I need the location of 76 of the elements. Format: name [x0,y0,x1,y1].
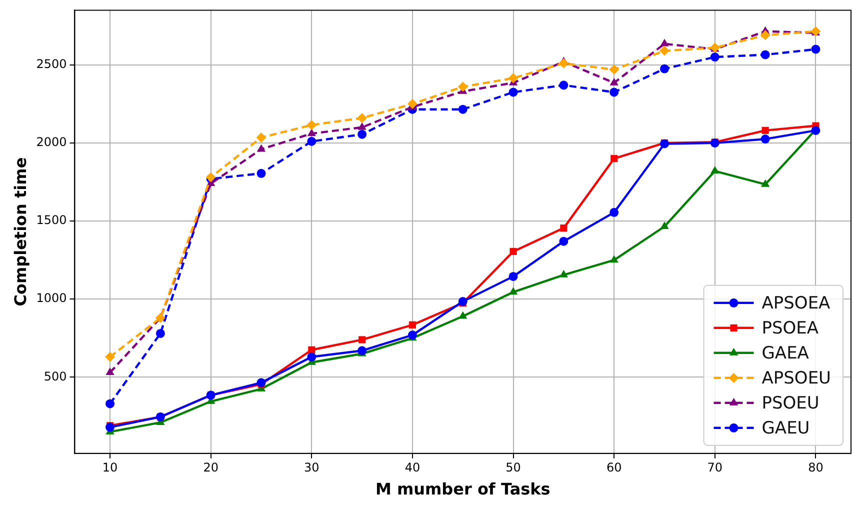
point [560,224,568,232]
x-tick-label: 70 [707,460,723,475]
point [760,179,770,187]
point [710,166,720,174]
x-tick-label: 80 [808,460,824,475]
point [508,73,518,84]
point [358,336,366,344]
point [610,255,618,263]
point [458,311,468,319]
point [609,64,620,75]
point [710,52,720,62]
legend-label: PSOEA [762,318,819,338]
x-tick-label: 50 [506,460,521,475]
point [559,270,568,278]
x-tick-label: 40 [404,460,420,475]
point [358,346,367,356]
point [306,120,317,130]
legend-label: PSOEU [762,393,820,414]
point [660,38,669,46]
point [811,44,820,54]
x-tick-label: 30 [304,460,320,475]
point [408,330,417,340]
point [558,58,569,68]
point [610,208,619,217]
point [458,104,468,114]
point [811,126,820,135]
point [308,346,316,354]
point [256,378,266,388]
y-tick-label: 1500 [36,213,67,228]
point [610,78,618,86]
point [358,130,367,139]
legend-label: GAEA [762,343,810,364]
y-tick-label: 2000 [36,135,67,150]
x-axis-title: M mumber of Tasks [375,480,550,499]
point [458,296,468,306]
legend-label: GAEU [762,418,810,438]
point [762,126,769,134]
y-tick-label: 500 [44,369,67,384]
point [508,272,518,281]
point [358,122,366,130]
point [408,321,416,328]
y-tick-label: 1000 [36,291,67,306]
point [106,399,115,408]
point [407,98,418,109]
x-tick-label: 10 [102,460,118,475]
point [610,155,618,162]
point [256,168,266,178]
point [256,144,266,152]
point [155,312,166,323]
point [106,368,114,376]
point [659,46,670,56]
legend-label: APSOEU [762,368,832,388]
x-tick-label: 60 [606,460,622,475]
point [307,352,316,362]
point [559,80,568,90]
point [760,50,770,60]
point [508,88,518,97]
point [156,328,165,338]
point [106,422,115,432]
point [760,134,770,144]
y-tick-label: 2500 [36,56,67,71]
point [307,128,316,136]
point [256,132,266,142]
point [357,112,368,123]
point [458,82,468,92]
y-axis-title: Completion time [10,157,30,306]
point [559,236,568,246]
point [660,64,669,74]
point [610,88,619,97]
point [760,30,770,40]
point [105,352,116,362]
point [660,221,669,229]
point [307,136,316,146]
point [510,248,517,256]
x-tick-label: 20 [203,460,218,475]
legend-label: APSOEA [762,293,831,314]
